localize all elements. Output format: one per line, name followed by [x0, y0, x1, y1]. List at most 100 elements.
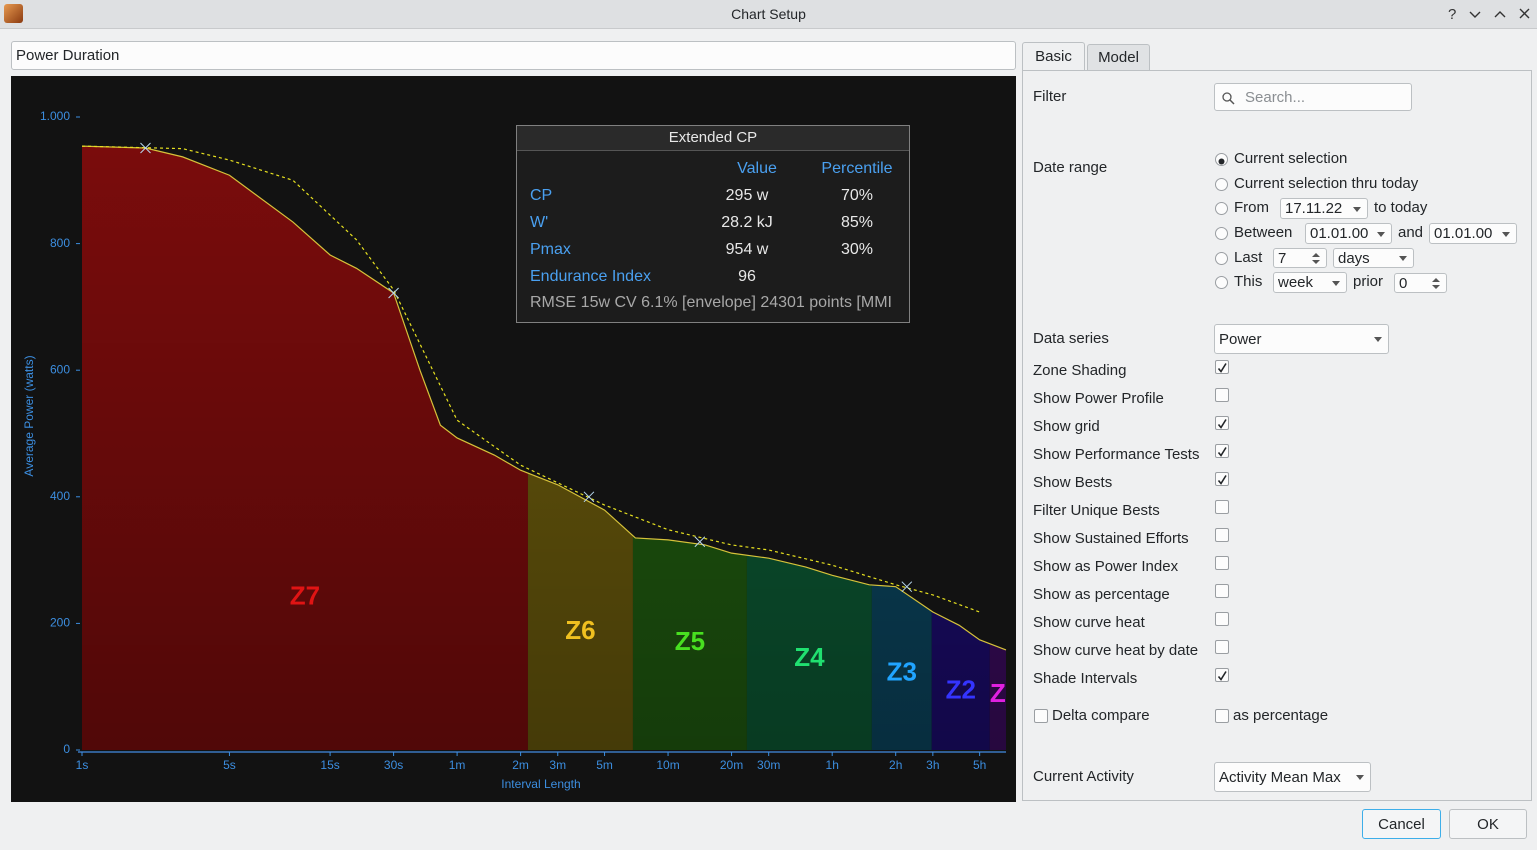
button[interactable]: OK	[1449, 809, 1527, 839]
performance-test	[694, 536, 706, 548]
data-series-combo-arrow	[1374, 337, 1382, 342]
check-label: Filter Unique Bests	[1033, 502, 1160, 519]
check-label: Show Power Profile	[1033, 390, 1164, 407]
zone-label: Z6	[565, 615, 595, 645]
tab[interactable]: Model	[1087, 44, 1150, 70]
chart-name: Power Duration	[16, 47, 120, 64]
unit-combo[interactable]: days	[1333, 248, 1414, 268]
checkbox[interactable]	[1215, 640, 1229, 654]
date-combo[interactable]: 01.01.00	[1305, 223, 1392, 244]
app-icon	[4, 4, 23, 23]
current-activity-combo-arrow	[1356, 775, 1364, 780]
current-activity-combo-text: Activity Mean Max	[1219, 768, 1341, 786]
model-box-row-label: Endurance Index	[530, 268, 651, 285]
date-range-option: Current selection thru today	[1234, 175, 1419, 192]
unit-combo-text: days	[1338, 249, 1370, 267]
model-box-cell: 954 w	[725, 241, 769, 258]
model-box-row-label: W'	[530, 214, 549, 231]
date-combo[interactable]: 17.11.22	[1280, 198, 1368, 219]
date-range-radio[interactable]	[1215, 227, 1228, 240]
date-range-radio[interactable]	[1215, 252, 1228, 265]
unit-combo[interactable]: week	[1273, 272, 1347, 293]
date-range-text: to today	[1374, 199, 1428, 216]
check-label: Show curve heat	[1033, 614, 1145, 631]
date-combo-arrow	[1502, 231, 1510, 237]
data-series-combo-text: Power	[1219, 330, 1262, 348]
date-range-radio[interactable]	[1215, 276, 1228, 289]
search-box[interactable]: Search...	[1214, 83, 1412, 111]
tab[interactable]: Basic	[1022, 42, 1085, 70]
model-box-title: Extended CP	[517, 126, 909, 151]
checkbox[interactable]	[1215, 500, 1229, 514]
x-tick-label: 1m	[449, 758, 466, 772]
checkbox[interactable]	[1215, 584, 1229, 598]
window-title: Chart Setup	[731, 6, 806, 22]
unit-combo-text: week	[1278, 274, 1314, 291]
checkbox[interactable]	[1215, 444, 1229, 458]
date-range-radio[interactable]	[1215, 202, 1228, 215]
x-tick-label: 5h	[973, 758, 986, 772]
y-tick-label: 600	[50, 362, 70, 376]
count-spin[interactable]: 0	[1394, 273, 1447, 293]
date-combo-text: 01.01.00	[1434, 225, 1493, 242]
checkbox[interactable]	[1215, 416, 1229, 430]
performance-test	[583, 491, 595, 503]
date-combo[interactable]: 01.01.00	[1429, 223, 1517, 244]
button[interactable]: Cancel	[1362, 809, 1441, 839]
x-tick-label: 3h	[926, 758, 939, 772]
checkbox[interactable]	[1034, 709, 1048, 723]
zone-label: Z4	[794, 642, 825, 672]
search-icon	[1222, 92, 1235, 105]
date-combo-arrow	[1377, 231, 1385, 237]
window-controls[interactable]: ?	[1440, 5, 1536, 23]
model-box-cell: 96	[738, 268, 756, 285]
y-tick-label: 800	[50, 236, 70, 250]
date-range-label: Date range	[1033, 159, 1108, 176]
radio-dot	[1218, 158, 1225, 165]
data-series-label: Data series	[1033, 330, 1109, 347]
search-placeholder: Search...	[1245, 88, 1306, 106]
y-tick-label: 400	[50, 489, 70, 503]
checkbox[interactable]	[1215, 388, 1229, 402]
settings-panel	[1022, 70, 1532, 801]
x-tick-label: 15s	[320, 758, 339, 772]
check-label: Show as percentage	[1033, 586, 1170, 603]
date-combo-arrow	[1353, 206, 1361, 212]
data-series-combo[interactable]: Power	[1214, 324, 1389, 354]
date-range-radio[interactable]	[1215, 153, 1228, 166]
date-range-radio[interactable]	[1215, 178, 1228, 191]
model-box: Extended CP Value Percentile CP 295 w 70% W' 2…	[516, 125, 910, 323]
checkbox[interactable]	[1215, 709, 1229, 723]
date-range-option: Current selection	[1234, 150, 1348, 167]
date-range-text: prior	[1353, 273, 1384, 290]
y-tick-label: 0	[63, 742, 70, 756]
count-spin-arrow	[1432, 278, 1440, 282]
date-range-option: This	[1234, 273, 1263, 290]
check-label: Show as Power Index	[1033, 558, 1179, 575]
checkbox[interactable]	[1215, 528, 1229, 542]
count-spin[interactable]: 7	[1273, 248, 1327, 268]
zone-label: Z5	[675, 626, 705, 656]
checkbox[interactable]	[1215, 472, 1229, 486]
title-bar	[0, 0, 1537, 29]
checkbox[interactable]	[1215, 556, 1229, 570]
check-label: Show grid	[1033, 418, 1100, 435]
count-spin-down	[1432, 285, 1440, 289]
model-box-cell: 295 w	[725, 187, 769, 204]
checkbox[interactable]	[1215, 668, 1229, 682]
checkbox[interactable]	[1215, 612, 1229, 626]
check-mark	[1217, 475, 1227, 485]
checkbox[interactable]	[1215, 360, 1229, 374]
check-mark	[1217, 447, 1227, 457]
model-box-header: Value	[737, 160, 777, 177]
current-activity-combo[interactable]: Activity Mean Max	[1214, 762, 1371, 792]
model-line	[81, 145, 980, 613]
x-tick-label: 20m	[720, 758, 743, 772]
check-label: Show Performance Tests	[1033, 446, 1200, 463]
chart-name-input[interactable]: Power Duration	[11, 41, 1016, 70]
zone-label: Z	[990, 678, 1006, 708]
check-mark	[1217, 363, 1227, 373]
svg-text:?: ?	[1448, 6, 1456, 23]
model-box-cell: 30%	[840, 241, 874, 258]
